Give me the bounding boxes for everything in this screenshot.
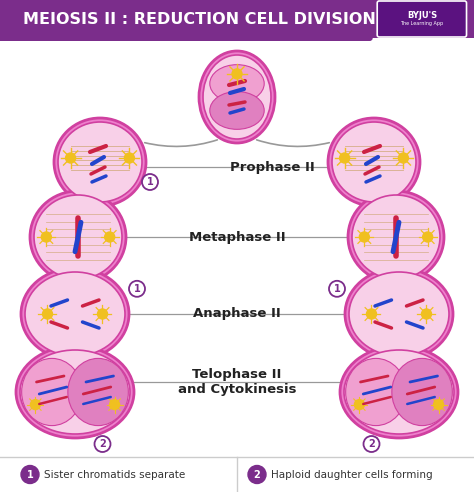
Circle shape	[423, 232, 433, 242]
Ellipse shape	[210, 64, 264, 102]
Ellipse shape	[345, 268, 453, 360]
Text: Sister chromatids separate: Sister chromatids separate	[44, 469, 185, 480]
Ellipse shape	[22, 358, 82, 426]
FancyBboxPatch shape	[377, 1, 466, 37]
Circle shape	[366, 309, 376, 319]
Circle shape	[364, 436, 380, 452]
Circle shape	[124, 153, 135, 163]
Ellipse shape	[210, 92, 264, 129]
Ellipse shape	[348, 191, 444, 283]
Ellipse shape	[30, 191, 126, 283]
Circle shape	[129, 281, 145, 297]
Circle shape	[41, 232, 51, 242]
Ellipse shape	[16, 346, 134, 438]
Circle shape	[421, 309, 431, 319]
Circle shape	[142, 174, 158, 190]
Circle shape	[109, 400, 119, 410]
Ellipse shape	[199, 51, 275, 143]
Ellipse shape	[34, 195, 122, 279]
Ellipse shape	[352, 195, 440, 279]
Text: BYJU'S: BYJU'S	[407, 10, 437, 20]
Circle shape	[434, 400, 444, 410]
Circle shape	[339, 153, 350, 163]
Circle shape	[329, 281, 345, 297]
Circle shape	[43, 309, 53, 319]
Ellipse shape	[340, 346, 458, 438]
FancyBboxPatch shape	[0, 0, 373, 41]
Text: MEIOSIS II : REDUCTION CELL DIVISION: MEIOSIS II : REDUCTION CELL DIVISION	[23, 11, 375, 27]
Circle shape	[359, 232, 369, 242]
Circle shape	[232, 69, 242, 79]
Ellipse shape	[392, 358, 452, 426]
Ellipse shape	[54, 118, 146, 206]
Ellipse shape	[332, 122, 416, 202]
Ellipse shape	[21, 268, 129, 360]
Text: 1: 1	[27, 469, 33, 480]
Circle shape	[248, 465, 266, 484]
FancyBboxPatch shape	[0, 0, 474, 38]
Ellipse shape	[20, 350, 130, 434]
Circle shape	[94, 436, 110, 452]
Ellipse shape	[344, 350, 454, 434]
Ellipse shape	[203, 55, 271, 139]
Text: Metaphase II: Metaphase II	[189, 230, 285, 244]
Text: Prophase II: Prophase II	[230, 160, 315, 174]
Text: Anaphase II: Anaphase II	[193, 308, 281, 320]
Circle shape	[65, 153, 75, 163]
Ellipse shape	[328, 118, 420, 206]
Text: 2: 2	[99, 439, 106, 449]
Text: Telophase II
and Cytokinesis: Telophase II and Cytokinesis	[178, 368, 296, 396]
Circle shape	[105, 232, 115, 242]
Circle shape	[30, 400, 40, 410]
Ellipse shape	[25, 272, 125, 356]
Circle shape	[98, 309, 108, 319]
Ellipse shape	[346, 358, 406, 426]
Ellipse shape	[68, 358, 128, 426]
Text: 1: 1	[146, 177, 154, 187]
Text: The Learning App: The Learning App	[401, 22, 443, 27]
Circle shape	[355, 400, 365, 410]
Circle shape	[399, 153, 409, 163]
Ellipse shape	[58, 122, 142, 202]
Text: 1: 1	[134, 284, 140, 294]
Text: Haploid daughter cells forming: Haploid daughter cells forming	[271, 469, 433, 480]
Text: 1: 1	[334, 284, 340, 294]
Ellipse shape	[349, 272, 449, 356]
Text: 2: 2	[368, 439, 375, 449]
Text: 2: 2	[254, 469, 260, 480]
Circle shape	[21, 465, 39, 484]
